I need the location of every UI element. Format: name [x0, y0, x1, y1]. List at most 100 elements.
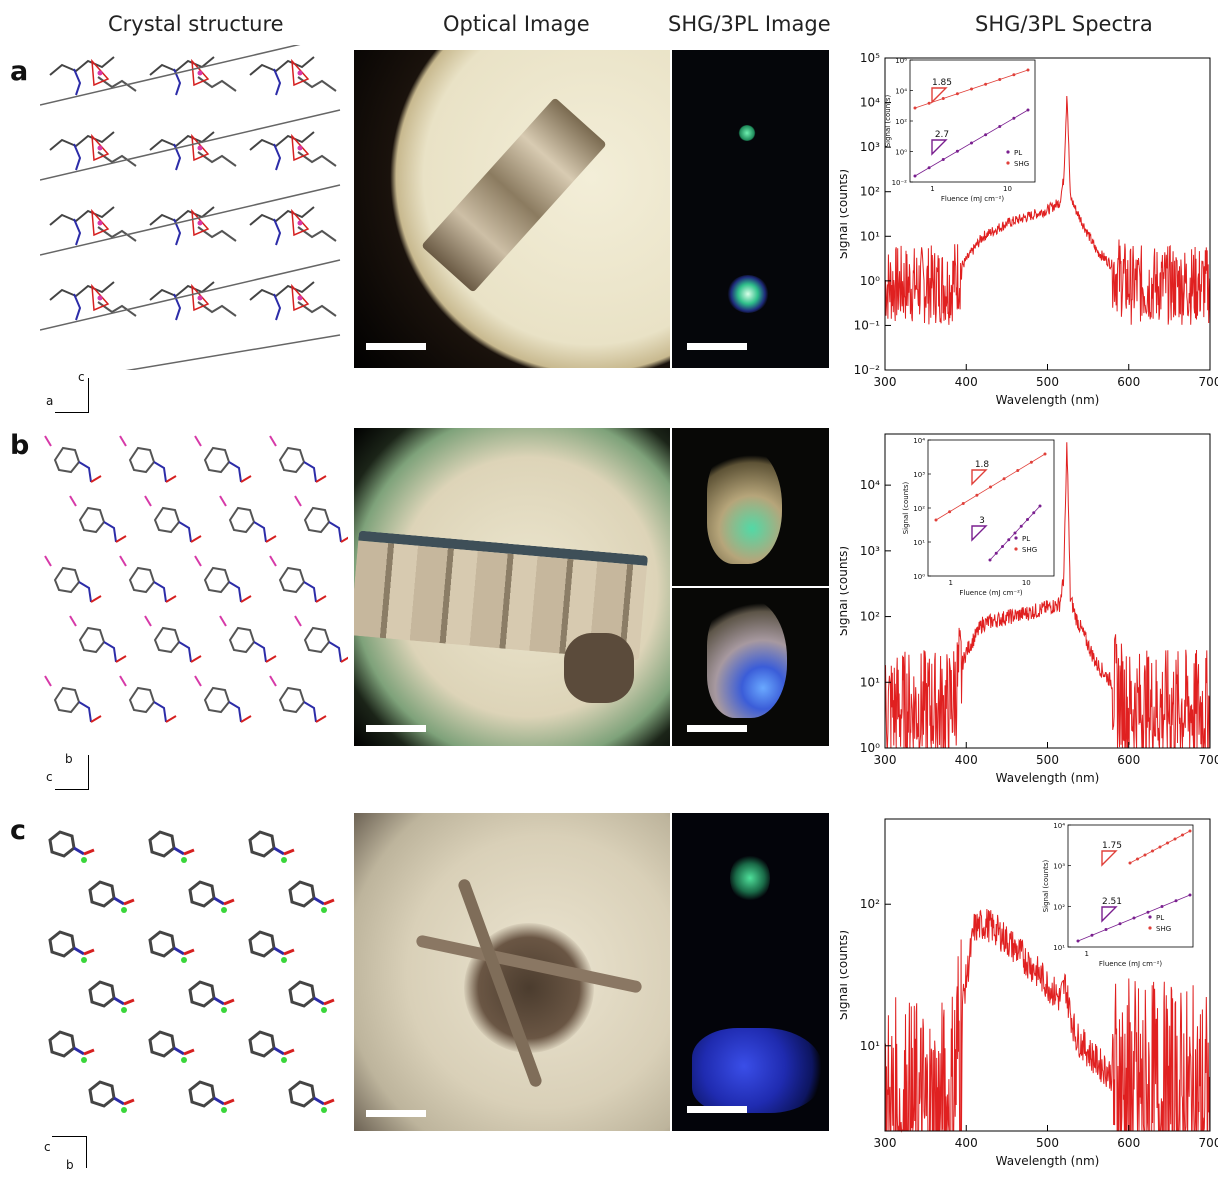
spectrum-line	[884, 95, 1211, 325]
inset-pl-point	[1104, 928, 1108, 931]
inset-shg-point	[1143, 853, 1147, 857]
inset-pl-point	[913, 174, 917, 178]
shg-image-b-bottom	[672, 588, 829, 746]
inset-shg-point	[1043, 452, 1047, 456]
inset-pl-point	[1174, 899, 1178, 903]
header-shg: SHG/3PL Image	[668, 12, 831, 36]
y-tick-label: 10⁴	[860, 96, 880, 110]
axis-label-horizontal: c	[46, 770, 53, 784]
inset-legend-pl-marker	[1006, 150, 1010, 154]
inset-pl-point	[941, 158, 945, 161]
inset-y-tick-label: 10⁴	[895, 88, 907, 96]
header-crystal: Crystal structure	[108, 12, 284, 36]
y-tick-label: 10¹	[860, 229, 880, 243]
axis-label-vertical: b	[66, 1158, 74, 1172]
inset-shg-point	[984, 82, 988, 86]
inset-y-tick-label: 10¹	[1053, 944, 1065, 952]
inset-legend-shg-marker	[1148, 926, 1152, 930]
inset-shg-point	[955, 92, 959, 96]
row-letter-b: b	[10, 430, 30, 461]
inset-shg-point	[948, 510, 952, 514]
row-letter-a: a	[10, 56, 29, 87]
inset-shg-point	[1016, 469, 1020, 472]
inset-y-axis-label: Signal (counts)	[884, 94, 892, 147]
inset-slope-label-shg: 1.85	[932, 78, 952, 88]
inset-y-tick-label: 10²	[1053, 903, 1065, 911]
inset-y-tick-label: 10³	[913, 471, 925, 479]
inset-pl-point	[1146, 910, 1150, 914]
inset-slope-triangle-pl	[1101, 906, 1118, 923]
inset-legend-shg: SHG	[1014, 160, 1029, 168]
inset-pl-point	[1118, 922, 1122, 926]
inset-x-axis-label: Fluence (mJ cm⁻²)	[941, 195, 1005, 203]
inset-pl-point	[1076, 939, 1080, 943]
y-tick-label: 10⁰	[860, 741, 880, 755]
inset-legend-shg-marker	[1014, 547, 1018, 551]
x-tick-label: 400	[955, 375, 978, 389]
inset-shg-point	[961, 502, 965, 505]
inset-shg-point	[941, 97, 945, 100]
inset-pl-point	[984, 133, 988, 137]
axis-label-vertical: c	[78, 370, 85, 384]
shg-image-c	[672, 813, 829, 1131]
y-tick-label: 10³	[860, 140, 880, 154]
x-axis-label: Wavelength (nm)	[996, 393, 1100, 407]
inset-frame	[909, 59, 1036, 183]
inset-pl-point	[1001, 545, 1004, 548]
crystal-structure-b	[44, 435, 348, 723]
y-axis-label: Signal (counts)	[840, 930, 850, 1020]
spectrum-line	[884, 442, 1211, 749]
crystal-lattice-c	[48, 830, 336, 1115]
y-tick-label: 10³	[860, 544, 880, 558]
inset-legend-pl: PL	[1014, 149, 1022, 157]
x-tick-label: 400	[955, 1136, 978, 1150]
inset-frame	[927, 439, 1055, 577]
inset-slope-label-shg: 1.8	[975, 460, 990, 470]
inset-shg-point	[1002, 477, 1006, 481]
crystal-structure-c	[48, 830, 336, 1115]
x-tick-label: 300	[874, 753, 897, 767]
x-axis-label: Wavelength (nm)	[996, 771, 1100, 785]
inset-y-tick-label: 10⁶	[895, 57, 907, 65]
row-letter-c: c	[10, 815, 27, 846]
inset-slope-triangle-pl	[931, 139, 948, 156]
inset-pl-point	[927, 166, 931, 170]
inset-pl-point	[1019, 524, 1023, 528]
y-tick-label: 10¹	[860, 1039, 880, 1053]
inset-pl-point	[1160, 905, 1164, 908]
inset-pl-point	[1012, 116, 1016, 120]
crystal-lattice-a	[40, 45, 341, 370]
scale-bar	[687, 1106, 747, 1113]
y-tick-label: 10⁻¹	[854, 318, 881, 332]
y-tick-label: 10²	[860, 610, 880, 624]
inset-slope-triangle-shg	[971, 469, 988, 486]
x-tick-label: 500	[1036, 375, 1059, 389]
x-tick-label: 300	[874, 375, 897, 389]
x-tick-label: 400	[955, 753, 978, 767]
inset-pl-point	[1026, 518, 1029, 521]
y-tick-label: 10⁰	[860, 274, 880, 288]
inset-shg-point	[1151, 849, 1154, 853]
inset-y-axis-label: Signal (counts)	[902, 481, 910, 534]
inset-y-tick-label: 10⁰	[895, 149, 907, 157]
x-tick-label: 600	[1117, 1136, 1140, 1150]
spectrum-chart-c: 300 400 500 600 700 10¹ 10² Wavelength (nm) Sign…	[840, 818, 1218, 1168]
inset-y-tick-label: 10²	[913, 505, 925, 513]
header-spectra: SHG/3PL Spectra	[975, 12, 1153, 36]
inset-y-axis-label: Signal (counts)	[1042, 859, 1050, 912]
inset-pl-point	[1013, 531, 1017, 535]
x-tick-label: 700	[1199, 375, 1218, 389]
axis-label-horizontal: a	[46, 394, 54, 408]
inset-legend-shg-marker	[1006, 161, 1010, 165]
inset-shg-point	[1188, 829, 1192, 833]
inset-y-tick-label: 10³	[1053, 863, 1065, 871]
inset-legend-pl-marker	[1014, 536, 1018, 540]
y-tick-label: 10¹	[860, 675, 880, 689]
scale-bar	[687, 725, 747, 732]
inset-shg-point	[989, 485, 992, 489]
inset-pl-point	[998, 125, 1002, 128]
inset-slope-label-pl: 3	[979, 516, 985, 526]
inset-pl-point	[970, 141, 973, 145]
inset-shg-point	[998, 78, 1002, 81]
inset-pl-point	[1188, 893, 1192, 897]
